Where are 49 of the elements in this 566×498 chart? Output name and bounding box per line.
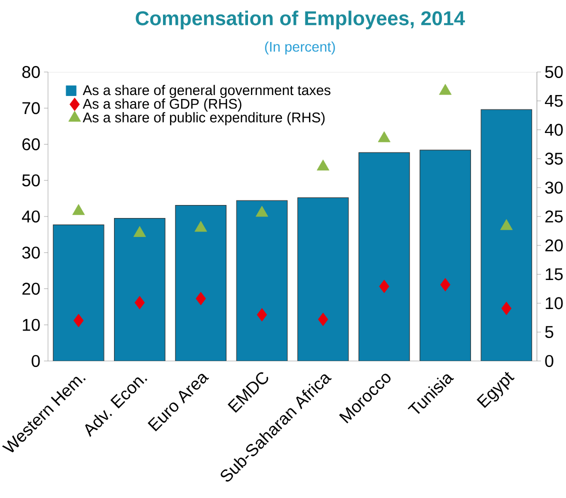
bar — [297, 197, 349, 361]
bar — [114, 218, 166, 361]
point — [133, 226, 146, 237]
point — [501, 302, 512, 316]
y2-tick-label: 45 — [544, 94, 563, 107]
point — [256, 206, 268, 217]
y-tick-label: 40 — [22, 210, 40, 223]
chart-subtitle: (In percent) — [265, 41, 335, 55]
bar — [480, 109, 532, 361]
y-tick-label: 50 — [22, 174, 40, 186]
bar — [175, 205, 226, 361]
point — [134, 296, 145, 310]
point — [194, 220, 208, 232]
y2-tick-label: 10 — [546, 297, 563, 310]
point — [379, 280, 390, 294]
point — [318, 312, 328, 326]
point — [439, 84, 452, 95]
point — [440, 278, 450, 292]
y2-tick-label: 0 — [545, 354, 554, 368]
bar — [358, 152, 410, 361]
y2-tick-label: 50 — [545, 66, 563, 78]
bar — [420, 150, 471, 361]
y-tick-label: 60 — [22, 138, 40, 150]
y-tick-label: 20 — [22, 282, 40, 295]
chart-title: Compensation of Employees, 2014 — [136, 10, 465, 30]
y-tick-label: 70 — [22, 102, 40, 114]
y2-tick-label: 25 — [545, 210, 563, 223]
legend-label: As a share of GDP (RHS) — [82, 98, 242, 112]
y2-tick-label: 40 — [544, 124, 563, 136]
bar — [52, 224, 104, 361]
y-tick-label: 30 — [22, 246, 40, 259]
point — [500, 219, 513, 230]
point — [72, 204, 85, 215]
legend-label: As a share of public expenditure (RHS) — [82, 112, 325, 126]
point — [378, 131, 390, 142]
y-tick-label: 0 — [32, 354, 40, 368]
y2-tick-label: 35 — [545, 152, 563, 165]
point — [316, 160, 330, 170]
y2-tick-label: 15 — [546, 268, 563, 280]
y-tick-label: 80 — [22, 66, 40, 78]
y2-tick-label: 20 — [545, 239, 563, 252]
y2-tick-label: 30 — [545, 182, 563, 194]
point — [256, 308, 268, 322]
bar — [236, 200, 288, 361]
y2-tick-label: 5 — [545, 326, 554, 338]
point — [73, 314, 84, 328]
y-tick-label: 10 — [22, 318, 40, 331]
point — [196, 292, 206, 306]
legend-label: As a share of general government taxes — [82, 84, 330, 98]
